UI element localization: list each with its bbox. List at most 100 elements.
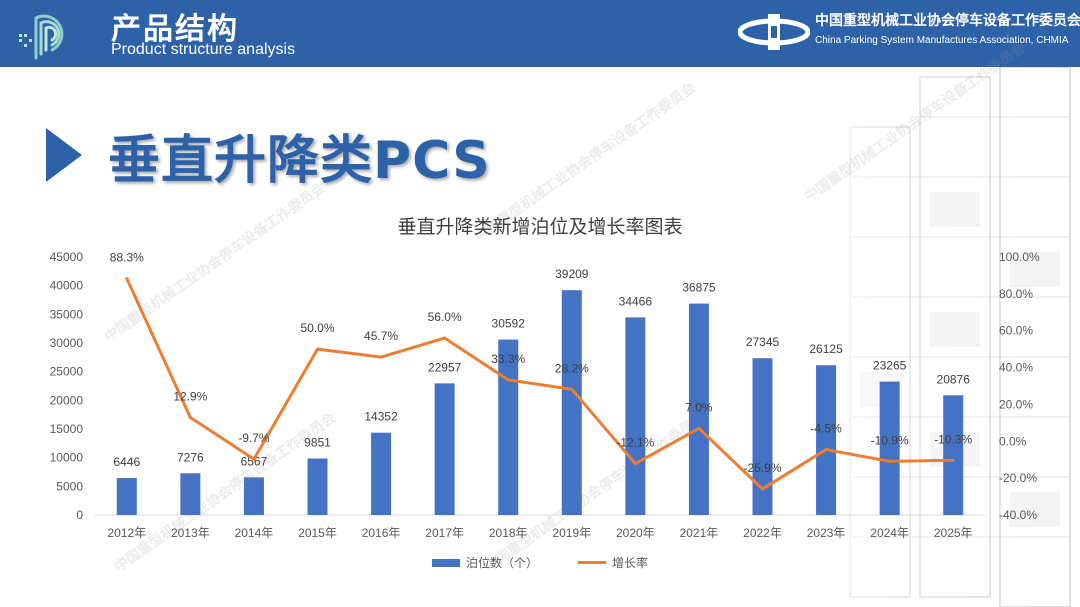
line-data-label: 33.3% <box>491 352 525 366</box>
line-data-label: 28.2% <box>555 361 589 375</box>
line-data-label: 45.7% <box>364 329 398 343</box>
line-data-label: -4.5% <box>810 422 842 436</box>
bar <box>625 317 646 515</box>
line-data-label: 50.0% <box>300 321 334 335</box>
growth-rate-point <box>188 416 192 420</box>
legend-item-growth: 增长率 <box>578 554 648 571</box>
bar <box>561 290 582 515</box>
line-data-label: -10.3% <box>934 432 972 446</box>
growth-rate-point <box>951 458 955 462</box>
x-tick-label: 2015年 <box>298 526 337 540</box>
x-tick-label: 2017年 <box>425 526 464 540</box>
growth-rate-point <box>570 387 574 391</box>
growth-rate-line <box>125 277 954 491</box>
bar <box>943 395 964 515</box>
y-left-tick-label: 25000 <box>50 365 84 379</box>
growth-rate-point <box>633 462 637 466</box>
y-left-tick-label: 35000 <box>50 307 84 321</box>
bar-data-label: 39209 <box>555 267 589 281</box>
growth-rate-point <box>252 457 256 461</box>
bar-data-label: 36875 <box>682 281 716 295</box>
line-data-label: -25.9% <box>743 461 781 475</box>
association-name-cn: 中国重型机械工业协会停车设备工作委员会 <box>815 13 1080 29</box>
x-tick-label: 2019年 <box>552 526 591 540</box>
y-left-tick-label: 20000 <box>50 393 84 407</box>
bar <box>816 365 837 515</box>
line-data-label: -10.9% <box>871 433 909 447</box>
x-tick-label: 2020年 <box>616 526 655 540</box>
y-right-tick-label: -40.0% <box>999 508 1037 522</box>
bar-data-label: 6446 <box>113 455 140 469</box>
y-right-tick-label: 100.0% <box>999 250 1040 264</box>
y-right-tick-label: 20.0% <box>999 397 1033 411</box>
bar <box>243 477 264 515</box>
parking-rack-background <box>760 67 1080 607</box>
y-right-tick-label: 0.0% <box>999 434 1027 448</box>
x-tick-label: 2014年 <box>235 526 274 540</box>
bar-data-label: 23265 <box>873 359 907 373</box>
x-tick-label: 2025年 <box>934 526 973 540</box>
x-tick-label: 2012年 <box>107 526 146 540</box>
brand-logo <box>19 14 64 60</box>
x-tick-label: 2024年 <box>870 526 909 540</box>
growth-rate-point <box>316 347 319 351</box>
bar-data-label: 26125 <box>809 342 843 356</box>
growth-rate-point <box>379 355 383 359</box>
y-left-tick-label: 0 <box>76 508 83 522</box>
y-right-tick-label: -20.0% <box>999 471 1037 485</box>
line-data-label: -9.7% <box>238 431 270 445</box>
growth-rate-point <box>761 487 764 491</box>
bar-data-label: 30592 <box>492 317 526 331</box>
legend-label-berths: 泊位数（个） <box>465 556 538 570</box>
y-right-tick-label: 40.0% <box>999 361 1033 375</box>
bar-data-label: 22957 <box>428 360 462 374</box>
x-tick-label: 2016年 <box>362 526 401 540</box>
line-data-label: 12.9% <box>173 390 207 404</box>
bar <box>307 458 328 515</box>
line-data-label: -12.1% <box>616 436 654 450</box>
association-name-en: China Parking System Manufactures Associ… <box>815 35 1069 46</box>
growth-rate-point <box>888 459 892 463</box>
bar <box>688 303 709 515</box>
legend-bar-swatch <box>431 558 460 567</box>
y-left-tick-label: 5000 <box>56 479 83 493</box>
y-left-tick-label: 15000 <box>50 422 84 436</box>
growth-rate-point <box>443 336 447 340</box>
bar-data-label: 20876 <box>937 372 971 386</box>
growth-rate-point <box>125 277 129 281</box>
growth-rate-point <box>697 426 701 430</box>
growth-rate-point <box>506 378 510 382</box>
bar <box>498 339 519 515</box>
x-tick-label: 2013年 <box>171 526 210 540</box>
y-right-tick-label: 80.0% <box>999 287 1033 301</box>
growth-rate-point <box>824 448 828 452</box>
bar <box>879 381 900 515</box>
bar <box>434 383 455 515</box>
bar <box>752 358 773 515</box>
y-right-tick-label: 60.0% <box>999 324 1033 338</box>
x-tick-label: 2023年 <box>807 526 846 540</box>
line-data-label: 56.0% <box>428 310 462 324</box>
bar <box>180 473 201 515</box>
bar-data-label: 14352 <box>364 410 398 424</box>
y-left-tick-label: 45000 <box>50 250 84 264</box>
bar <box>371 432 392 515</box>
legend-label-growth: 增长率 <box>612 556 649 570</box>
bar-data-label: 6567 <box>241 454 268 468</box>
section-arrow-icon <box>46 128 82 182</box>
bar-data-label: 27345 <box>746 335 780 349</box>
y-left-tick-label: 40000 <box>50 279 84 293</box>
chart-legend: 泊位数（个） 增长率 <box>0 554 1080 571</box>
bar-data-label: 7276 <box>177 450 204 464</box>
y-left-tick-label: 30000 <box>50 336 84 350</box>
line-data-label: 88.3% <box>110 251 144 265</box>
line-data-label: 7.0% <box>685 400 713 414</box>
x-tick-label: 2021年 <box>680 526 719 540</box>
x-tick-label: 2018年 <box>489 526 528 540</box>
header-title: 产品结构 <box>111 12 239 47</box>
association-logo <box>738 14 810 50</box>
y-left-tick-label: 10000 <box>50 451 84 465</box>
header-bar: 产品结构 Product structure analysis 中国重型机械工业… <box>0 0 1080 67</box>
bar-data-label: 34466 <box>619 294 653 308</box>
